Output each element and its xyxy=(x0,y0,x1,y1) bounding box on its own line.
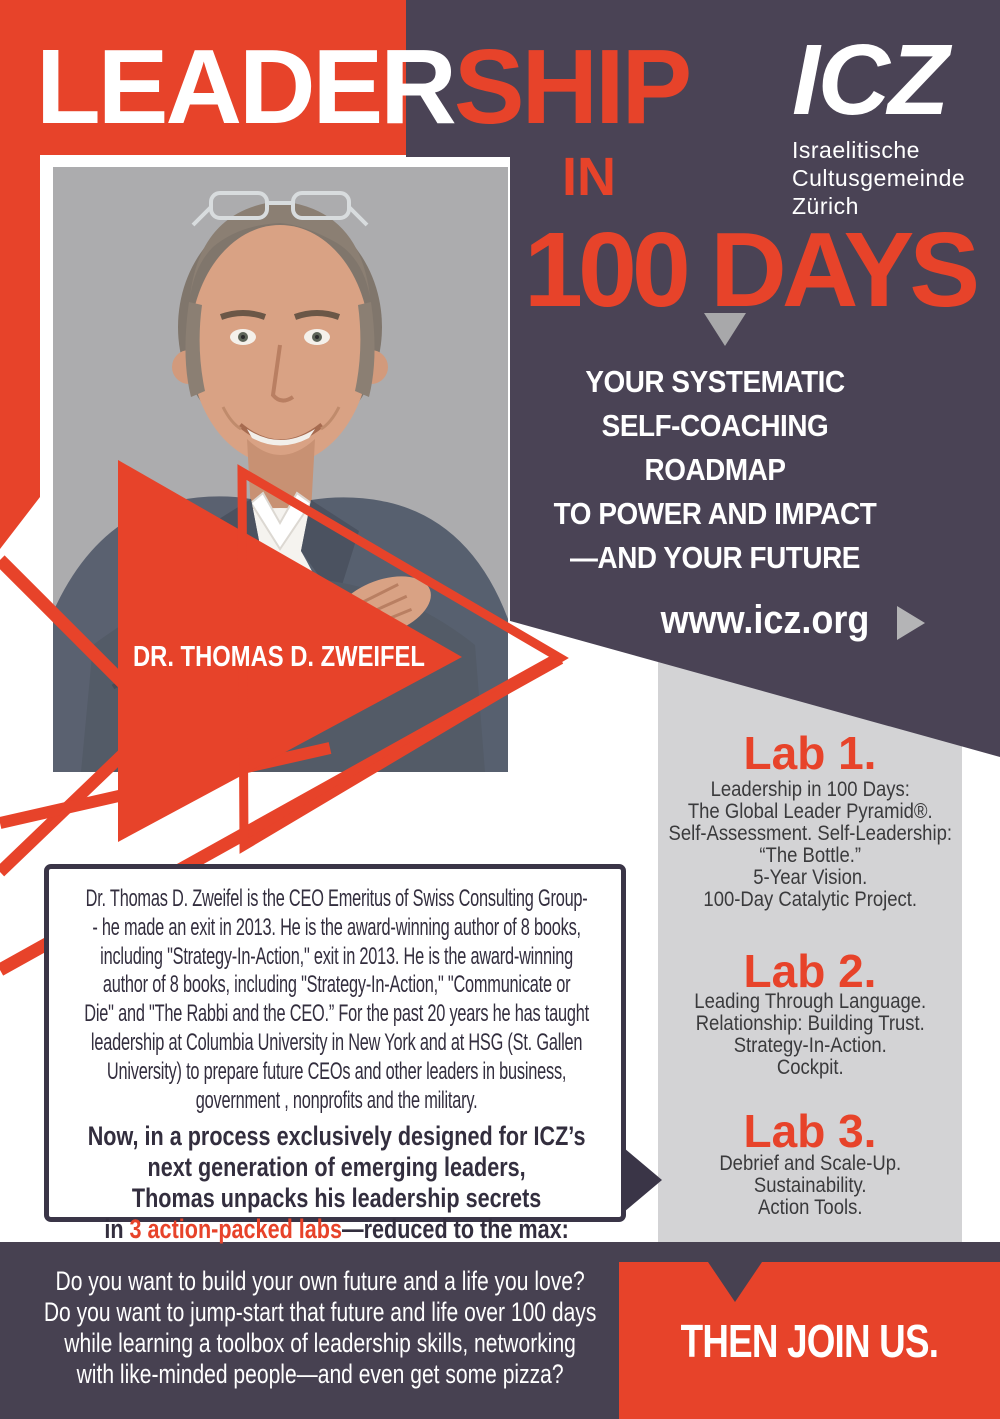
lab3-title: Lab 3. xyxy=(743,1105,877,1157)
solid-triangle xyxy=(118,460,462,842)
footer-line: while learning a toolbox of leadership s… xyxy=(64,1328,576,1358)
lab-line: Self-Assessment. Self-Leadership: xyxy=(668,822,952,845)
bio-bold-line: Thomas unpacks his leadership secrets xyxy=(131,1183,542,1213)
tagline-line: TO POWER AND IMPACT xyxy=(553,496,877,531)
tagline: YOUR SYSTEMATIC SELF-COACHING ROADMAP TO… xyxy=(535,360,895,580)
icz-logo: ICZ xyxy=(792,24,949,136)
down-triangle-icon xyxy=(704,313,746,346)
lab-line: Relationship: Building Trust. xyxy=(695,1012,925,1035)
red-header-block xyxy=(0,0,406,155)
page-title: LEADERSHIP xyxy=(36,34,692,140)
lab1-title: Lab 1. xyxy=(743,727,877,779)
lab-line: 5-Year Vision. xyxy=(753,866,868,889)
footer-line: Do you want to build your own future and… xyxy=(55,1266,585,1296)
labs-panel xyxy=(658,655,962,1242)
right-arrow-icon xyxy=(897,606,925,640)
lab-line: “The Bottle.” xyxy=(759,844,862,867)
red-left-strip xyxy=(0,155,40,549)
org-line: Zürich xyxy=(792,193,859,219)
glasses-icon xyxy=(191,191,369,227)
bio-line: leadership at Columbia University in New… xyxy=(90,1028,583,1056)
lab-line: Leadership in 100 Days: xyxy=(710,778,910,801)
bio-paragraph: Dr. Thomas D. Zweifel is the CEO Emeritu… xyxy=(51,885,622,1115)
footer-line: Do you want to jump-start that future an… xyxy=(43,1297,597,1327)
emphasis-post: —reduced to the max: xyxy=(342,1214,569,1244)
lab-line: Strategy-In-Action. xyxy=(733,1034,887,1057)
icz-org-name: Israelitische Cultusgemeinde Zürich xyxy=(792,136,965,220)
speaker-name: DR. THOMAS D. ZWEIFEL xyxy=(133,641,425,673)
bio-line: University) to prepare future CEOs and o… xyxy=(106,1057,567,1085)
bio-bold-line: next generation of emerging leaders, xyxy=(147,1152,526,1182)
org-line: Israelitische xyxy=(792,137,920,163)
lab-line: 100-Day Catalytic Project. xyxy=(703,888,918,911)
lab-line: Sustainability. xyxy=(753,1174,867,1197)
emphasis-red: 3 action-packed labs xyxy=(129,1214,343,1244)
lab3-description: Debrief and Scale-Up. Sustainability. Ac… xyxy=(658,1153,962,1219)
bio-line: government , nonprofits and the military… xyxy=(195,1086,478,1114)
lab2-title: Lab 2. xyxy=(743,945,877,997)
title-ship: SHIP xyxy=(453,28,692,146)
in-word: IN xyxy=(562,147,616,207)
bio-line: including "Strategy-In-Action," exit in … xyxy=(100,942,574,970)
tagline-line: ROADMAP xyxy=(644,452,786,487)
website-link[interactable]: www.icz.org xyxy=(660,598,870,642)
bio-bold-line: in 3 action-packed labs—reduced to the m… xyxy=(51,1214,622,1245)
bio-line: Die" and "The Rabbi and the CEO.” For th… xyxy=(84,1000,589,1028)
hundred-days-title: 100 DAYS xyxy=(524,211,980,329)
bio-callout: Now, in a process exclusively designed f… xyxy=(51,1121,622,1245)
lab-line: Leading Through Language. xyxy=(694,990,927,1013)
lab-line: Debrief and Scale-Up. xyxy=(719,1152,902,1175)
footer-bar: Do you want to build your own future and… xyxy=(0,1242,1000,1419)
tagline-line: —AND YOUR FUTURE xyxy=(570,540,860,575)
lab-line: Action Tools. xyxy=(758,1196,863,1219)
bio-line: - he made an exit in 2013. He is the awa… xyxy=(92,913,581,941)
join-cta-box: THEN JOIN US. xyxy=(619,1262,1000,1419)
tagline-line: YOUR SYSTEMATIC xyxy=(585,364,845,399)
bio-line: author of 8 books, including "Strategy-I… xyxy=(102,971,571,999)
footer-questions: Do you want to build your own future and… xyxy=(12,1266,628,1390)
lab1-description: Leadership in 100 Days: The Global Leade… xyxy=(658,779,962,911)
outline-triangle xyxy=(237,464,569,854)
tagline-line: SELF-COACHING xyxy=(601,408,829,443)
purple-block xyxy=(406,0,1000,757)
emphasis-pre: in xyxy=(104,1214,130,1244)
lab-line: The Global Leader Pyramid®. xyxy=(687,800,933,823)
org-line: Cultusgemeinde xyxy=(792,165,966,191)
join-cta-label: THEN JOIN US. xyxy=(680,1315,939,1367)
footer-line: with like-minded people—and even get som… xyxy=(76,1359,564,1389)
lab2-description: Leading Through Language. Relationship: … xyxy=(658,991,962,1079)
bio-box: Dr. Thomas D. Zweifel is the CEO Emeritu… xyxy=(44,864,626,1244)
title-leader: LEADER xyxy=(36,28,457,146)
bio-line: Dr. Thomas D. Zweifel is the CEO Emeritu… xyxy=(85,885,588,912)
bio-bold-line: Now, in a process exclusively designed f… xyxy=(87,1121,586,1151)
bio-arrow-icon xyxy=(624,1148,662,1212)
lab-line: Cockpit. xyxy=(776,1056,844,1079)
notch-triangle-icon xyxy=(708,1262,762,1302)
